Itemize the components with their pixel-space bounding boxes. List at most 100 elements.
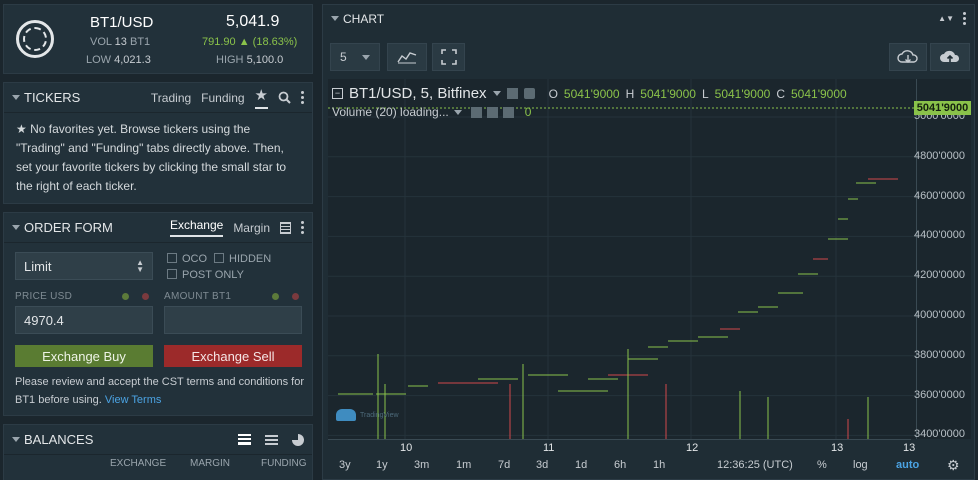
close-icon[interactable] [502,106,514,118]
exchange-sell-button[interactable]: Exchange Sell [164,345,302,367]
chart-settings-icon[interactable]: ⚙ [947,457,960,473]
cloud-upload-button[interactable] [930,43,970,71]
price-axis-tick: 4600'0000 [913,189,965,202]
range-button-1y[interactable]: 1y [376,459,388,471]
chevron-down-icon[interactable] [331,16,339,21]
fullscreen-icon [440,49,457,65]
pie-chart-icon[interactable] [292,433,304,446]
tab-funding[interactable]: Funding [201,90,245,105]
price-chart [328,79,916,439]
chevron-down-icon [362,54,370,60]
legend-symbol[interactable]: BT1/USD, 5, Bitfinex [349,85,487,102]
range-button-7d[interactable]: 7d [498,459,511,471]
cloud-upload-icon [940,50,960,62]
eye-icon[interactable] [470,106,482,118]
price-axis-tick: 3400'0000 [913,428,965,439]
ticker-symbol: BT1/USD [90,14,154,31]
indicators-icon [397,52,417,64]
time-axis-tick: 10 [400,442,413,454]
tab-trading[interactable]: Trading [150,90,192,105]
price-input[interactable]: 4970.4 [15,306,153,334]
cloud-download-icon [897,50,918,63]
time-axis-tick: 13 [903,442,916,454]
price-axis[interactable]: 5000'0000 4800'0000 4600'0000 4400'0000 4200… [913,79,971,439]
ticker-high: HIGH 5,100.0 [216,54,284,66]
status-dot-green [272,293,279,300]
collapse-legend-icon[interactable]: − [332,88,343,99]
interval-select[interactable]: 5 [330,43,380,71]
price-axis-tick: 3600'0000 [913,388,965,401]
range-button-3m[interactable]: 3m [414,459,430,471]
price-axis-tick: 3800'0000 [913,348,965,361]
order-form-title: ORDER FORM [24,220,113,235]
balances-col-margin: MARGIN [190,458,230,469]
chart-panel: CHART ▲▼ 5 − BT1/USD, 5, Bitfinex O 5041… [322,4,975,480]
chart-plot[interactable]: − BT1/USD, 5, Bitfinex O 5041'9000 H 504… [328,79,971,439]
volume-legend: Volume (20) loading... 0 [332,105,532,119]
status-dot-green [122,293,129,300]
range-button-1d[interactable]: 1d [575,459,588,471]
range-button-1h[interactable]: 1h [653,459,666,471]
ticker-volume: VOL 13 BT1 [90,36,151,48]
balances-header: BALANCES [4,425,312,455]
list-view-icon[interactable] [238,434,251,445]
amount-input[interactable] [164,306,302,334]
exchange-buy-button[interactable]: Exchange Buy [15,345,153,367]
balances-panel: BALANCES EXCHANGE MARGIN FUNDING [3,424,313,480]
balances-col-funding: FUNDING [261,458,307,469]
ticker-change: 791.90 ▲ (18.63%) [202,36,298,48]
chevron-down-icon[interactable] [453,109,462,115]
post-only-checkbox[interactable]: POST ONLY [167,269,244,281]
sort-icon[interactable]: ▲▼ [938,14,954,23]
tradingview-logo-icon [336,409,356,421]
ticker-summary: BT1/USD 5,041.9 VOL 13 BT1 791.90 ▲ (18.… [3,4,313,74]
order-form-panel: ORDER FORM Exchange Margin Limit ▲ ▼ OCO … [3,212,313,416]
time-axis[interactable]: 10 11 12 13 13 [328,439,915,454]
balances-col-exchange: EXCHANGE [110,458,167,469]
ticker-low: LOW 4,021.3 [86,54,151,66]
tickers-panel: TICKERS Trading Funding ★ ★ No favorites… [3,82,313,204]
percent-toggle[interactable]: % [817,459,827,471]
star-icon: ★ [16,122,27,136]
eye-icon[interactable] [506,88,518,99]
log-toggle[interactable]: log [853,459,868,471]
indicators-button[interactable] [387,43,427,71]
star-icon[interactable]: ★ [254,86,268,109]
order-form-header: ORDER FORM Exchange Margin [4,213,312,243]
auto-toggle[interactable]: auto [896,459,920,471]
order-type-select[interactable]: Limit ▲ ▼ [15,252,153,280]
range-button-1m[interactable]: 1m [456,459,472,471]
chevron-down-icon[interactable] [12,437,20,442]
range-button-3d[interactable]: 3d [536,459,549,471]
list-alt-icon[interactable] [265,434,278,445]
fullscreen-button[interactable] [432,43,465,71]
hidden-checkbox[interactable]: HIDDEN [214,253,271,265]
chevron-down-icon[interactable] [12,95,20,100]
search-icon[interactable] [278,91,291,104]
chevron-down-icon[interactable] [492,91,501,96]
cloud-download-button[interactable] [889,43,927,71]
chart-legend: − BT1/USD, 5, Bitfinex O 5041'9000 H 504… [332,85,847,102]
tab-exchange[interactable]: Exchange [169,218,224,237]
tickers-title: TICKERS [24,90,81,105]
range-button-6h[interactable]: 6h [614,459,627,471]
view-terms-link[interactable]: View Terms [104,394,162,406]
time-axis-tick: 13 [831,442,844,454]
status-dot-red [142,293,149,300]
oco-checkbox[interactable]: OCO [167,253,207,265]
range-button-3y[interactable]: 3y [339,459,351,471]
more-options-icon[interactable] [301,91,304,104]
more-options-icon[interactable] [301,221,304,234]
gear-icon[interactable] [523,88,535,99]
calculator-icon[interactable] [280,221,291,234]
price-axis-tick: 4200'0000 [913,269,965,282]
chevron-down-icon[interactable] [12,225,20,230]
more-options-icon[interactable] [963,12,966,25]
sort-arrows-icon: ▲ ▼ [136,258,144,274]
ticker-last-price: 5,041.9 [226,13,280,30]
tickers-header: TICKERS Trading Funding ★ [4,83,312,113]
triangle-up-icon: ▲ [238,36,250,48]
gear-icon[interactable] [486,106,498,118]
tab-margin[interactable]: Margin [233,220,270,235]
price-label: PRICE USD [15,291,73,302]
